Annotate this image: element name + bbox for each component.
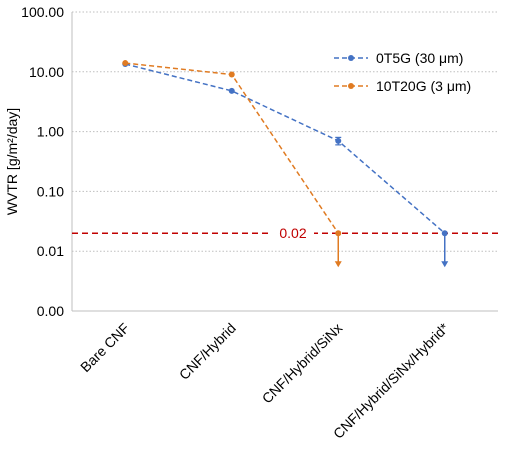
y-tick-label: 0.01 [37, 243, 64, 259]
upper-limit-arrow-head [334, 261, 342, 268]
data-point [335, 137, 342, 144]
legend-layer: 0T5G (30 μm) 10T20G (3 μm) [334, 50, 471, 94]
upper-limit-arrow-head [441, 261, 449, 268]
x-tick-label: Bare CNF [77, 320, 132, 375]
x-tick-label: CNF/Hybrid/SiNx/Hybrid* [330, 319, 452, 441]
y-tick-label: 0.10 [37, 183, 64, 199]
legend-marker-1 [348, 83, 354, 89]
y-tick-label: 10.00 [29, 64, 64, 80]
legend-marker-0 [348, 55, 354, 61]
reference-layer: 0.02 [72, 223, 498, 244]
data-point [122, 60, 129, 67]
reference-label-bg [272, 223, 314, 244]
y-axis-label: WVTR [g/m²/day] [4, 108, 20, 215]
x-tick-label: CNF/Hybrid [176, 320, 239, 383]
y-tick-label: 1.00 [37, 124, 64, 140]
data-point [228, 71, 235, 78]
data-point [228, 87, 235, 94]
reference-label: 0.02 [279, 225, 306, 241]
series-layer [122, 60, 449, 268]
legend-label-1: 10T20G (3 μm) [376, 78, 471, 94]
y-tick-label: 100.00 [21, 4, 64, 20]
legend-label-0: 0T5G (30 μm) [376, 50, 463, 66]
x-tick-label: CNF/Hybrid/SiNx [259, 320, 346, 407]
axes-layer: 100.00 10.00 1.00 0.10 0.01 0.00 WVTR [g/m²/da… [4, 4, 498, 442]
series-line-0 [125, 63, 446, 234]
y-tick-label: 0.00 [37, 303, 64, 319]
